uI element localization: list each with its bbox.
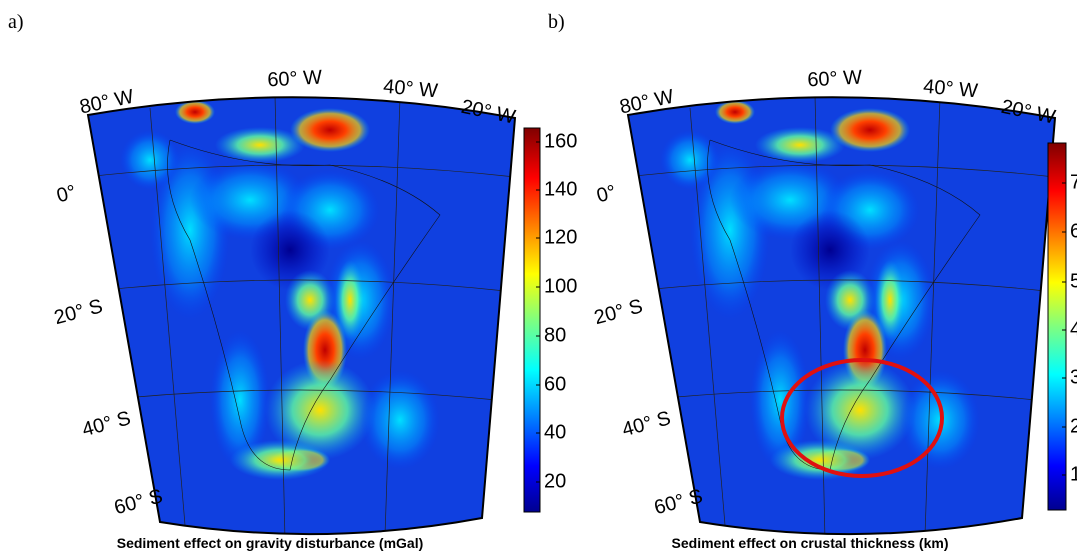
highlight-ellipse <box>780 358 944 478</box>
anomaly <box>290 108 370 152</box>
colorbar <box>523 127 541 513</box>
parallel <box>628 279 1055 296</box>
lat-label: 20° S <box>592 295 645 329</box>
colorbar-label: 5 <box>1070 270 1077 292</box>
anomaly <box>875 260 905 340</box>
colorbar-label: 40 <box>544 421 566 443</box>
anomaly <box>360 370 440 470</box>
anomaly <box>830 108 910 152</box>
panel-label: b) <box>548 11 565 33</box>
meridian <box>384 97 401 535</box>
anomaly <box>215 127 305 163</box>
parallel <box>88 279 515 296</box>
colorbar-label: 20 <box>544 470 566 492</box>
colorbar-label: 160 <box>544 130 577 152</box>
caption: Sediment effect on gravity disturbance (… <box>117 535 424 551</box>
coastline <box>167 139 441 471</box>
anomaly <box>715 100 755 124</box>
colorbar-label: 80 <box>544 324 566 346</box>
map-border <box>86 96 517 536</box>
meridian <box>274 97 286 535</box>
coastline <box>707 139 981 471</box>
lat-label: 60° S <box>112 485 165 519</box>
meridian <box>689 107 726 526</box>
lat-label: 20° S <box>52 295 105 329</box>
colorbar-label: 4 <box>1070 318 1077 340</box>
anomaly <box>750 330 810 470</box>
colorbar-label: 2 <box>1070 415 1077 437</box>
panel-label: a) <box>8 11 24 33</box>
anomaly <box>335 260 365 340</box>
anomaly <box>175 100 215 124</box>
caption: Sediment effect on crustal thickness (km… <box>672 535 949 551</box>
colorbar-label: 6 <box>1070 220 1077 242</box>
meridian <box>149 107 186 526</box>
colorbar-label: 1 <box>1070 463 1077 485</box>
lon-label: 60° W <box>807 67 863 92</box>
anomaly <box>805 360 915 460</box>
colorbar <box>1047 142 1067 511</box>
colorbar-label: 140 <box>544 178 577 200</box>
colorbar-label: 60 <box>544 373 566 395</box>
map-field <box>88 97 515 535</box>
anomaly <box>660 130 720 190</box>
anomaly <box>230 440 330 480</box>
map-panel: b)80° W60° W 40° W20° W0°20° S40° S60° S7… <box>548 11 1077 551</box>
map-panel: a)80° W60° W 40° W20° W0°20° S40° S60° S1… <box>8 11 577 551</box>
anomaly <box>755 127 845 163</box>
lon-label: 60° W <box>267 67 323 92</box>
colorbar-label: 7 <box>1070 171 1077 193</box>
parallel <box>628 164 1055 181</box>
colorbar-label: 120 <box>544 226 577 248</box>
lat-label: 0° <box>594 181 618 207</box>
lat-label: 60° S <box>652 485 705 519</box>
lat-label: 40° S <box>80 407 133 441</box>
parallel <box>88 164 515 181</box>
map-border <box>626 96 1057 536</box>
lat-label: 0° <box>54 181 78 207</box>
meridian <box>814 97 826 535</box>
anomaly <box>120 130 180 190</box>
colorbar-label: 100 <box>544 275 577 297</box>
colorbar-label: 3 <box>1070 366 1077 388</box>
lon-label: 40° W <box>922 76 979 103</box>
lon-label: 40° W <box>382 76 439 103</box>
map-field <box>628 97 1055 535</box>
meridian <box>924 97 941 535</box>
anomaly <box>265 360 375 460</box>
lat-label: 40° S <box>620 407 673 441</box>
anomaly <box>210 330 270 470</box>
